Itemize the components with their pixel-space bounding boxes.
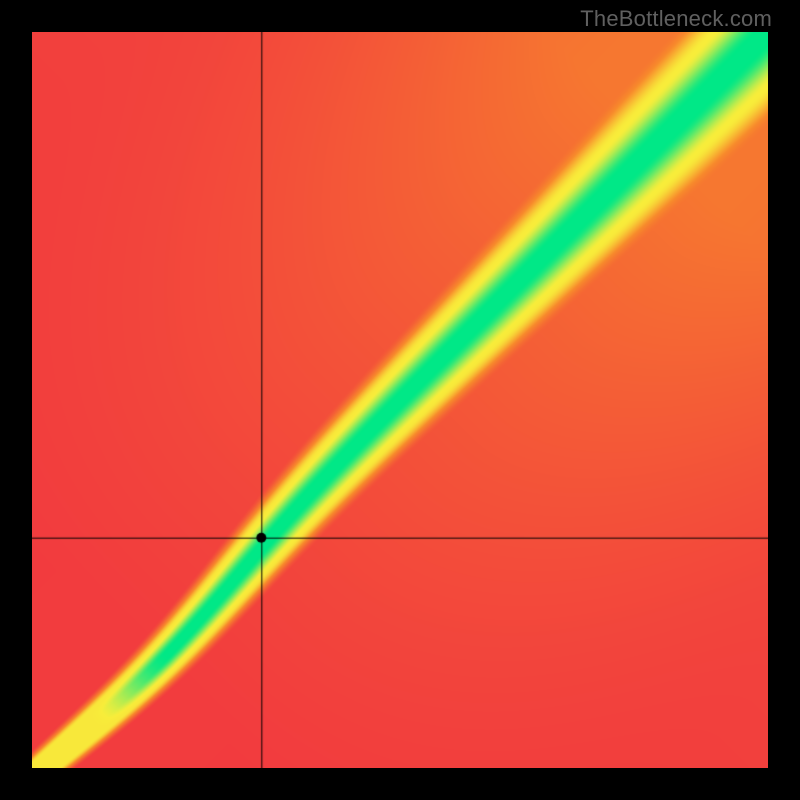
chart-container: TheBottleneck.com [0,0,800,800]
watermark-text: TheBottleneck.com [580,6,772,32]
bottleneck-heatmap-canvas [32,32,768,768]
